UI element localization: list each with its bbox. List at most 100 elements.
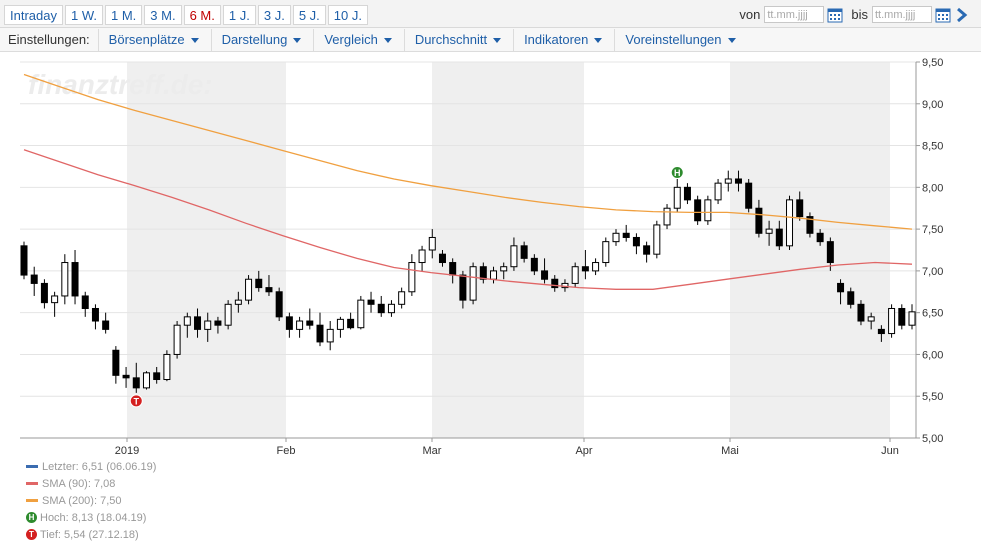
period-tab[interactable]: 1 M. [105,5,143,25]
candle-body [541,270,549,280]
candle-body [888,307,896,335]
x-tick-label: Apr [575,445,592,457]
y-tick-label: 9,00 [922,99,943,111]
candle-body [592,262,600,272]
candle-body [867,316,875,322]
candle-body [357,299,365,329]
candle-body [765,228,773,234]
chart-legend: Letzter: 6,51 (06.06.19) SMA (90): 7,08 SM… [26,458,156,543]
period-tab[interactable]: 3 M. [144,5,182,25]
chevron-right-icon[interactable] [955,7,969,23]
candle-body [806,216,814,234]
candle-body [704,199,712,222]
menu-label: Durchschnitt [414,31,488,47]
candle-body [30,274,38,284]
candle-body [387,303,395,314]
watermark: finanztreff.de: [28,69,213,100]
settings-menu-6[interactable]: Voreinstellungen [614,28,747,51]
period-tab[interactable]: 3 J. [257,5,291,25]
period-tab[interactable]: Intraday [4,5,63,25]
settings-menu-4[interactable]: Durchschnitt [403,28,513,51]
candle-body [275,291,283,318]
legend-item-sma200: SMA (200): 7,50 [26,492,156,509]
from-date-input[interactable] [764,6,825,23]
candle-body [40,282,48,304]
settings-menu-1[interactable]: Börsenplätze [97,28,211,51]
x-tick-label: Jun [881,445,899,457]
candle-body [102,320,110,330]
candle-body [755,207,763,234]
settings-bar: Einstellungen: Börsenplätze Darstellung Ve… [0,28,981,52]
settings-menu-3[interactable]: Vergleich [313,28,403,51]
candle-body [204,320,212,330]
legend-text: SMA (90): 7,08 [42,477,116,490]
candle-body [551,278,559,289]
month-shade [730,62,890,438]
candle-body [459,274,467,301]
y-tick-label: 6,00 [922,349,943,361]
candle-body [163,353,171,381]
low-marker [129,394,143,408]
candle-body [898,307,906,326]
candle-body [398,291,406,305]
candle-body [418,249,426,264]
candle-body [857,303,865,322]
candle-body [837,282,845,293]
period-tab[interactable]: 6 M. [183,5,221,25]
legend-item-high: H Hoch: 8,13 (18.04.19) [26,509,156,526]
period-tab[interactable]: 5 J. [292,5,326,25]
settings-menu-2[interactable]: Darstellung [210,28,314,51]
candle-body [479,266,487,280]
caret-down-icon [493,37,502,43]
candle-body [602,241,610,264]
period-tab[interactable]: 10 J. [327,5,368,25]
candle-body [663,207,671,226]
candle-body [581,266,589,272]
candle-body [336,318,344,330]
settings-menu-5[interactable]: Indikatoren [513,28,614,51]
candle-body [285,316,293,330]
period-tabs: Intraday 1 W. 1 M. 3 M. 6 M. 1 J. 3 J. 5 J. 10 J… [4,5,370,25]
candle-body [408,262,416,293]
candle-body [683,186,691,201]
calendar-icon[interactable] [935,7,951,23]
candle-body [255,278,263,289]
x-tick-label: Feb [277,445,296,457]
candle-body [571,266,579,284]
candle-body [449,262,457,276]
candle-body [510,245,518,268]
candle-body [61,262,69,297]
candle-body [775,228,783,247]
high-marker-letter: H [674,168,681,178]
candle-body [153,372,161,381]
period-tab[interactable]: 1 J. [222,5,256,25]
candle-body [714,182,722,201]
candle-body [816,232,824,243]
from-label: von [739,7,761,22]
period-tab[interactable]: 1 W. [64,5,103,25]
calendar-icon[interactable] [827,7,843,23]
to-date-input[interactable] [872,6,932,23]
candle-body [826,241,834,264]
menu-label: Darstellung [221,31,288,47]
high-marker [670,165,684,179]
legend-text: Letzter: 6,51 (06.06.19) [42,460,157,473]
candle-body [653,224,661,255]
x-tick-label: Mar [423,445,442,457]
timeframe-bar: Intraday 1 W. 1 M. 3 M. 6 M. 1 J. 3 J. 5 J. 10 J… [0,0,981,28]
high-marker-icon: H [26,512,37,523]
legend-text: SMA (200): 7,50 [42,494,122,507]
candle-body [500,266,508,272]
candle-body [234,299,242,305]
candle-body [347,318,355,329]
legend-item-low: T Tief: 5,54 (27.12.18) [26,526,156,543]
candle-body [490,270,498,280]
y-tick-label: 6,50 [922,308,943,320]
candle-body [786,199,794,247]
low-marker-icon: T [26,529,37,540]
candle-body [377,303,385,314]
candle-body [71,262,79,297]
caret-down-icon [190,37,199,43]
y-tick-label: 8,00 [922,182,943,194]
candle-body [847,291,855,305]
